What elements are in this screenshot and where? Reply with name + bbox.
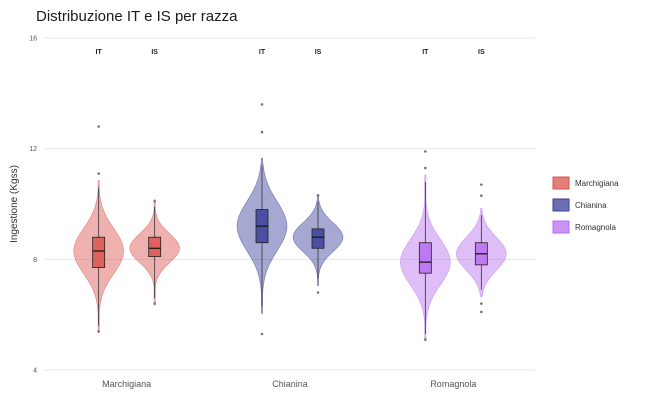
outlier-point [480,310,483,314]
outlier-point [480,302,483,305]
legend-swatch [552,198,570,212]
subgroup-label: IS [315,49,322,56]
outlier-point [97,329,100,333]
y-axis-title: Ingestione (Kgss) [9,165,20,243]
x-category-label: Marchigiana [102,379,151,389]
outlier-point [424,150,427,153]
box-iqr [148,236,162,257]
subgroup-label: IS [151,49,158,56]
box-iqr [311,228,325,249]
legend-label: Romagnola [575,223,616,232]
outlier-point [480,183,483,186]
y-tick-label: 4 [33,368,37,375]
outlier-point [316,194,320,197]
y-tick-label: 16 [29,36,37,43]
subgroup-label: IT [422,49,429,56]
outlier-point [153,302,156,305]
legend-swatch [552,220,570,234]
outlier-point [260,332,264,336]
subgroup-label: IT [259,49,266,56]
subgroup-label: IS [478,49,485,56]
y-tick-label: 8 [33,257,37,264]
outlier-point [97,172,100,175]
x-category-label: Chianina [272,379,308,389]
subgroup-label: IT [96,49,103,56]
chart-title: Distribuzione IT e IS per razza [36,8,238,25]
outlier-point [260,103,264,106]
outlier-point [153,199,156,203]
legend-label: Chianina [575,201,607,210]
legend-swatch [552,176,570,190]
outlier-point [424,338,427,341]
outlier-point [97,125,100,128]
legend-label: Marchigiana [575,179,619,188]
box-iqr [92,236,106,269]
outlier-point [260,130,264,134]
x-category-label: Romagnola [430,379,476,389]
outlier-point [480,194,483,197]
y-tick-label: 12 [29,146,37,153]
outlier-point [316,291,320,294]
box-iqr [418,242,432,274]
outlier-point [424,166,427,170]
